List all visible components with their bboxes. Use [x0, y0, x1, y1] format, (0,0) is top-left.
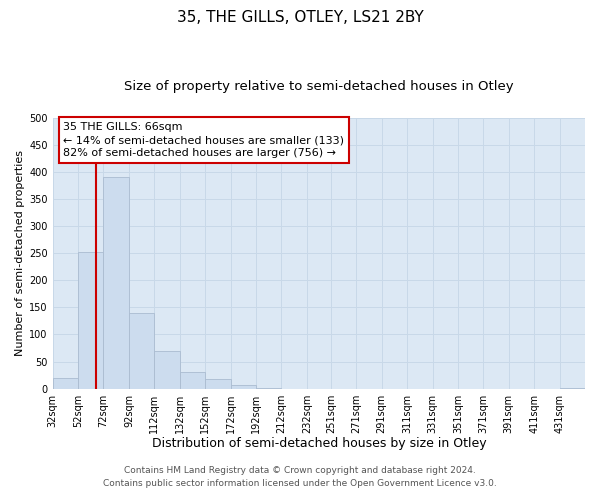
- Bar: [78, 252, 103, 388]
- Bar: [205, 380, 230, 388]
- Text: Contains HM Land Registry data © Crown copyright and database right 2024.
Contai: Contains HM Land Registry data © Crown c…: [103, 466, 497, 487]
- Bar: [180, 372, 205, 388]
- Bar: [53, 378, 78, 388]
- Title: Size of property relative to semi-detached houses in Otley: Size of property relative to semi-detach…: [124, 80, 514, 93]
- Bar: [103, 178, 129, 388]
- Y-axis label: Number of semi-detached properties: Number of semi-detached properties: [15, 150, 25, 356]
- Bar: [230, 385, 256, 388]
- Text: 35, THE GILLS, OTLEY, LS21 2BY: 35, THE GILLS, OTLEY, LS21 2BY: [176, 10, 424, 25]
- Text: 35 THE GILLS: 66sqm
← 14% of semi-detached houses are smaller (133)
82% of semi-: 35 THE GILLS: 66sqm ← 14% of semi-detach…: [63, 122, 344, 158]
- Bar: [154, 350, 180, 389]
- Bar: [129, 313, 154, 388]
- X-axis label: Distribution of semi-detached houses by size in Otley: Distribution of semi-detached houses by …: [152, 437, 486, 450]
